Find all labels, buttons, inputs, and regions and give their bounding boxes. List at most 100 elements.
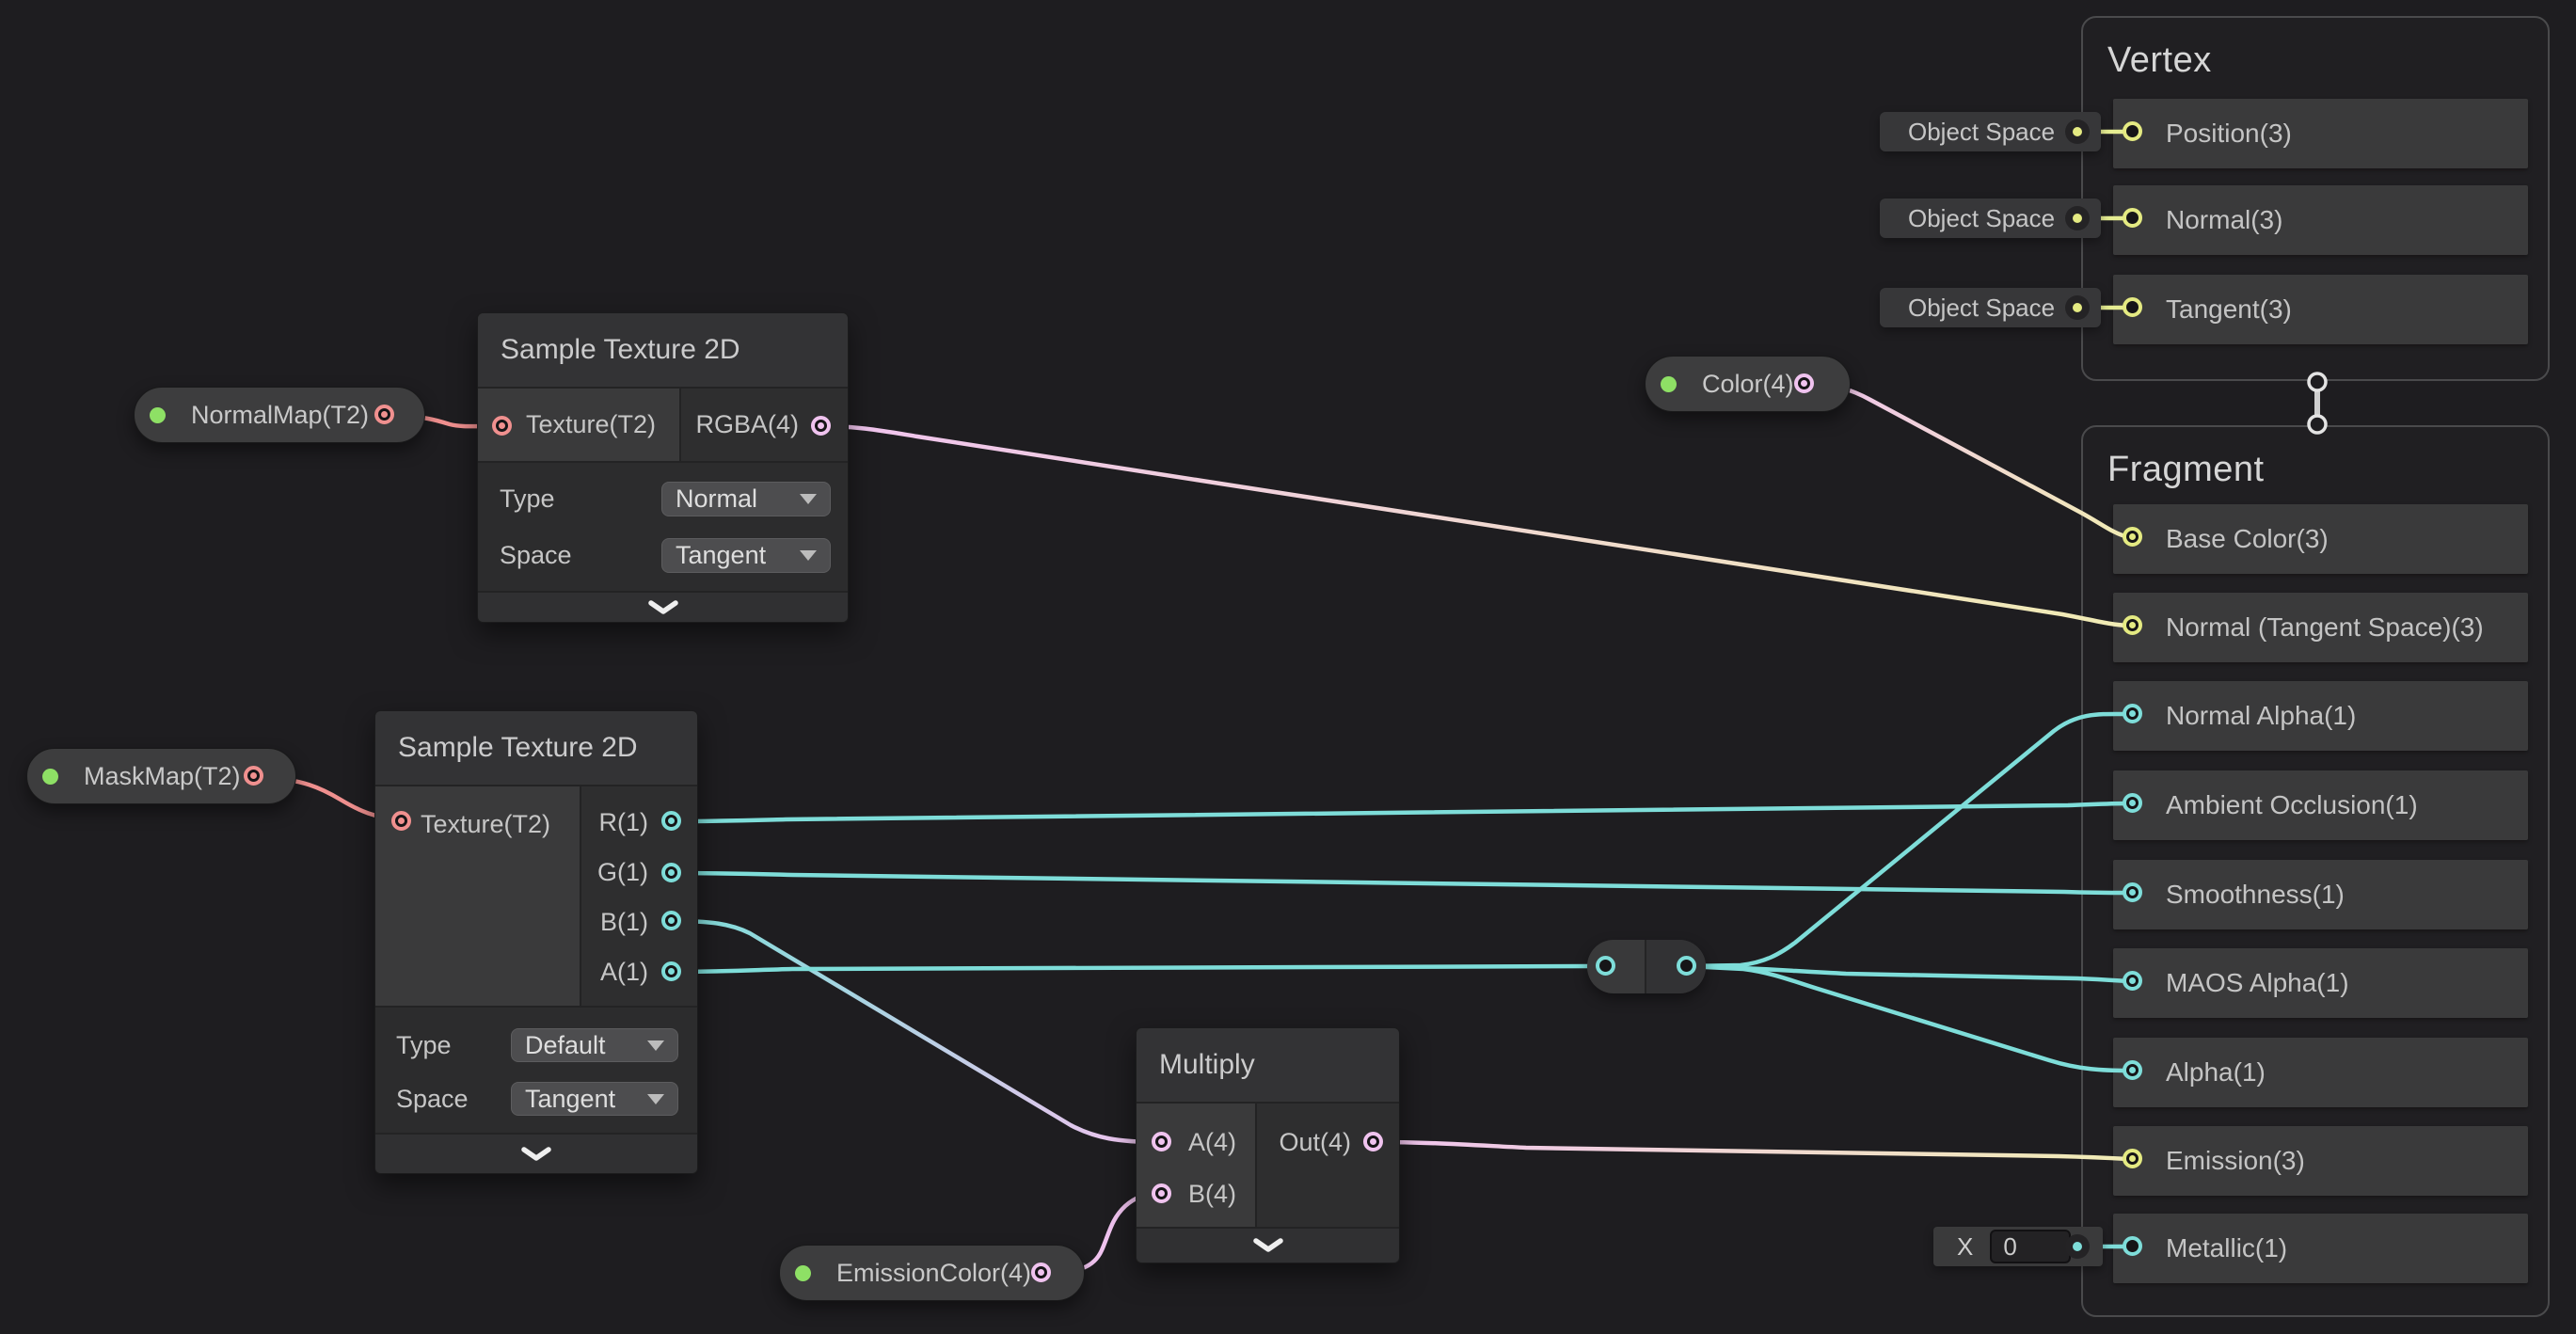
fragment-row-metallic: Metallic(1) [2113, 1214, 2528, 1283]
port-maos-alpha-input[interactable] [2123, 971, 2142, 991]
wire-b-to-multiply-a[interactable] [669, 918, 1161, 1145]
wire-color-to-base-color[interactable] [1802, 381, 2131, 540]
port-redirect-input[interactable] [1596, 956, 1615, 976]
exposed-property-dot-icon [795, 1264, 811, 1281]
node-title: Sample Texture 2D [478, 313, 848, 389]
fragment-row-base-color: Base Color(3) [2113, 504, 2528, 574]
vertex-title: Vertex [2107, 40, 2212, 80]
node-sample-texture-2d-mask[interactable]: Sample Texture 2D Texture(T2) R(1) G(1) … [374, 710, 698, 1174]
port-normalmap-output[interactable] [374, 405, 394, 424]
exposed-property-dot-icon [1661, 375, 1677, 392]
space-field-label: Space [500, 541, 572, 569]
port-texture-input-mask[interactable] [391, 811, 411, 831]
port-metallic-input[interactable] [2123, 1236, 2142, 1256]
dropdown-arrow-icon [647, 1093, 664, 1104]
port-color-output[interactable] [1794, 373, 1814, 393]
vertex-row-normal: Normal(3) [2113, 185, 2528, 255]
port-multiply-b-input[interactable] [1152, 1183, 1171, 1203]
output-port-label: Out(4) [1279, 1128, 1351, 1156]
port-redirect-output[interactable] [1677, 956, 1696, 976]
port-multiply-a-input[interactable] [1152, 1132, 1171, 1151]
chevron-down-icon [521, 1146, 551, 1161]
port-multiply-out-output[interactable] [1363, 1132, 1383, 1151]
wire-redirect-to-alpha[interactable] [1684, 963, 2131, 1073]
chevron-down-icon [647, 599, 678, 614]
wire-rgba-to-normal-tangent[interactable] [819, 423, 2131, 628]
fragment-row-emission: Emission(3) [2113, 1126, 2528, 1196]
space-dropdown[interactable]: Tangent [661, 538, 831, 573]
position-default-widget[interactable]: Object Space [1880, 112, 2101, 151]
port-g-output[interactable] [661, 863, 681, 882]
fragment-row-normal-alpha: Normal Alpha(1) [2113, 681, 2528, 751]
space-field-label: Space [396, 1084, 469, 1113]
wire-g-to-smoothness[interactable] [669, 870, 2131, 896]
port-alpha-input[interactable] [2123, 1060, 2142, 1080]
type-dropdown[interactable]: Normal [661, 482, 831, 516]
node-sample-texture-2d-normal[interactable]: Sample Texture 2D Texture(T2) RGBA(4) Ty… [477, 312, 849, 623]
objectspace-position-out-dot[interactable] [2065, 119, 2090, 144]
port-normal-input[interactable] [2123, 208, 2142, 228]
objectspace-tangent-out-dot[interactable] [2065, 295, 2090, 320]
port-normal-alpha-input[interactable] [2123, 704, 2142, 723]
objectspace-normal-out-dot[interactable] [2065, 206, 2090, 230]
port-rgba-output[interactable] [811, 416, 831, 436]
collapse-button[interactable] [375, 1133, 697, 1173]
output-port-label: B(1) [599, 908, 648, 936]
type-field-label: Type [500, 484, 555, 513]
port-texture-input-normal[interactable] [492, 416, 512, 436]
metallic-default-widget[interactable]: X [1933, 1227, 2103, 1266]
input-port-label: Texture(T2) [421, 810, 551, 838]
output-port-label: A(1) [599, 958, 648, 986]
output-port-label: R(1) [598, 808, 649, 836]
exposed-property-dot-icon [150, 406, 166, 423]
wire-redirect-to-maos-alpha[interactable] [1684, 963, 2131, 984]
port-emissioncolor-output[interactable] [1031, 1263, 1051, 1282]
metallic-value-input[interactable] [1990, 1230, 2072, 1263]
input-port-label: Texture(T2) [526, 410, 657, 438]
collapse-button[interactable] [478, 591, 848, 622]
fragment-row-maos-alpha: MAOS Alpha(1) [2113, 948, 2528, 1018]
node-multiply[interactable]: Multiply A(4) B(4) Out(4) [1136, 1027, 1400, 1263]
port-ambient-occlusion-input[interactable] [2123, 793, 2142, 813]
output-port-label: RGBA(4) [695, 410, 799, 438]
vertex-row-position: Position(3) [2113, 99, 2528, 168]
type-field-label: Type [396, 1030, 452, 1059]
normal-default-widget[interactable]: Object Space [1880, 199, 2101, 238]
fragment-row-normal-tangent: Normal (Tangent Space)(3) [2113, 593, 2528, 662]
dropdown-arrow-icon [800, 550, 817, 561]
node-title: Sample Texture 2D [375, 711, 697, 786]
dropdown-arrow-icon [647, 1040, 664, 1051]
collapse-button[interactable] [1137, 1227, 1399, 1263]
tangent-default-widget[interactable]: Object Space [1880, 288, 2101, 327]
port-r-output[interactable] [661, 811, 681, 831]
metallic-default-out-dot[interactable] [2065, 1234, 2090, 1259]
output-port-label: G(1) [597, 858, 648, 886]
port-base-color-input[interactable] [2123, 527, 2142, 547]
type-dropdown[interactable]: Default [511, 1028, 678, 1062]
port-b-output[interactable] [661, 911, 681, 930]
property-color[interactable]: Color(4) [1645, 356, 1851, 412]
space-dropdown[interactable]: Tangent [511, 1082, 678, 1116]
port-normal-tangent-input[interactable] [2123, 615, 2142, 635]
port-a-output[interactable] [661, 961, 681, 981]
vertex-row-tangent: Tangent(3) [2113, 275, 2528, 344]
input-port-label: B(4) [1188, 1180, 1237, 1208]
port-tangent-input[interactable] [2123, 297, 2142, 317]
port-emission-input[interactable] [2123, 1149, 2142, 1168]
port-smoothness-input[interactable] [2123, 882, 2142, 902]
property-maskmap[interactable]: MaskMap(T2) [26, 748, 296, 804]
fragment-row-ambient-occlusion: Ambient Occlusion(1) [2113, 770, 2528, 840]
port-position-input[interactable] [2123, 121, 2142, 141]
input-port-label: A(4) [1188, 1128, 1237, 1156]
wire-a-to-redirect[interactable] [669, 963, 1595, 975]
dropdown-arrow-icon [800, 494, 817, 504]
wire-r-to-ambient-occlusion[interactable] [669, 801, 2131, 824]
vertex-context-block[interactable]: Vertex Position(3) Normal(3) Tangent(3) [2081, 16, 2550, 381]
fragment-context-block[interactable]: Fragment Base Color(3) Normal (Tangent S… [2081, 425, 2550, 1317]
wire-redirect-to-normal-alpha[interactable] [1684, 711, 2131, 969]
wire-multiply-out-to-emission[interactable] [1371, 1139, 2131, 1162]
fragment-title: Fragment [2107, 450, 2265, 489]
port-maskmap-output[interactable] [244, 766, 263, 786]
node-title: Multiply [1137, 1028, 1399, 1104]
